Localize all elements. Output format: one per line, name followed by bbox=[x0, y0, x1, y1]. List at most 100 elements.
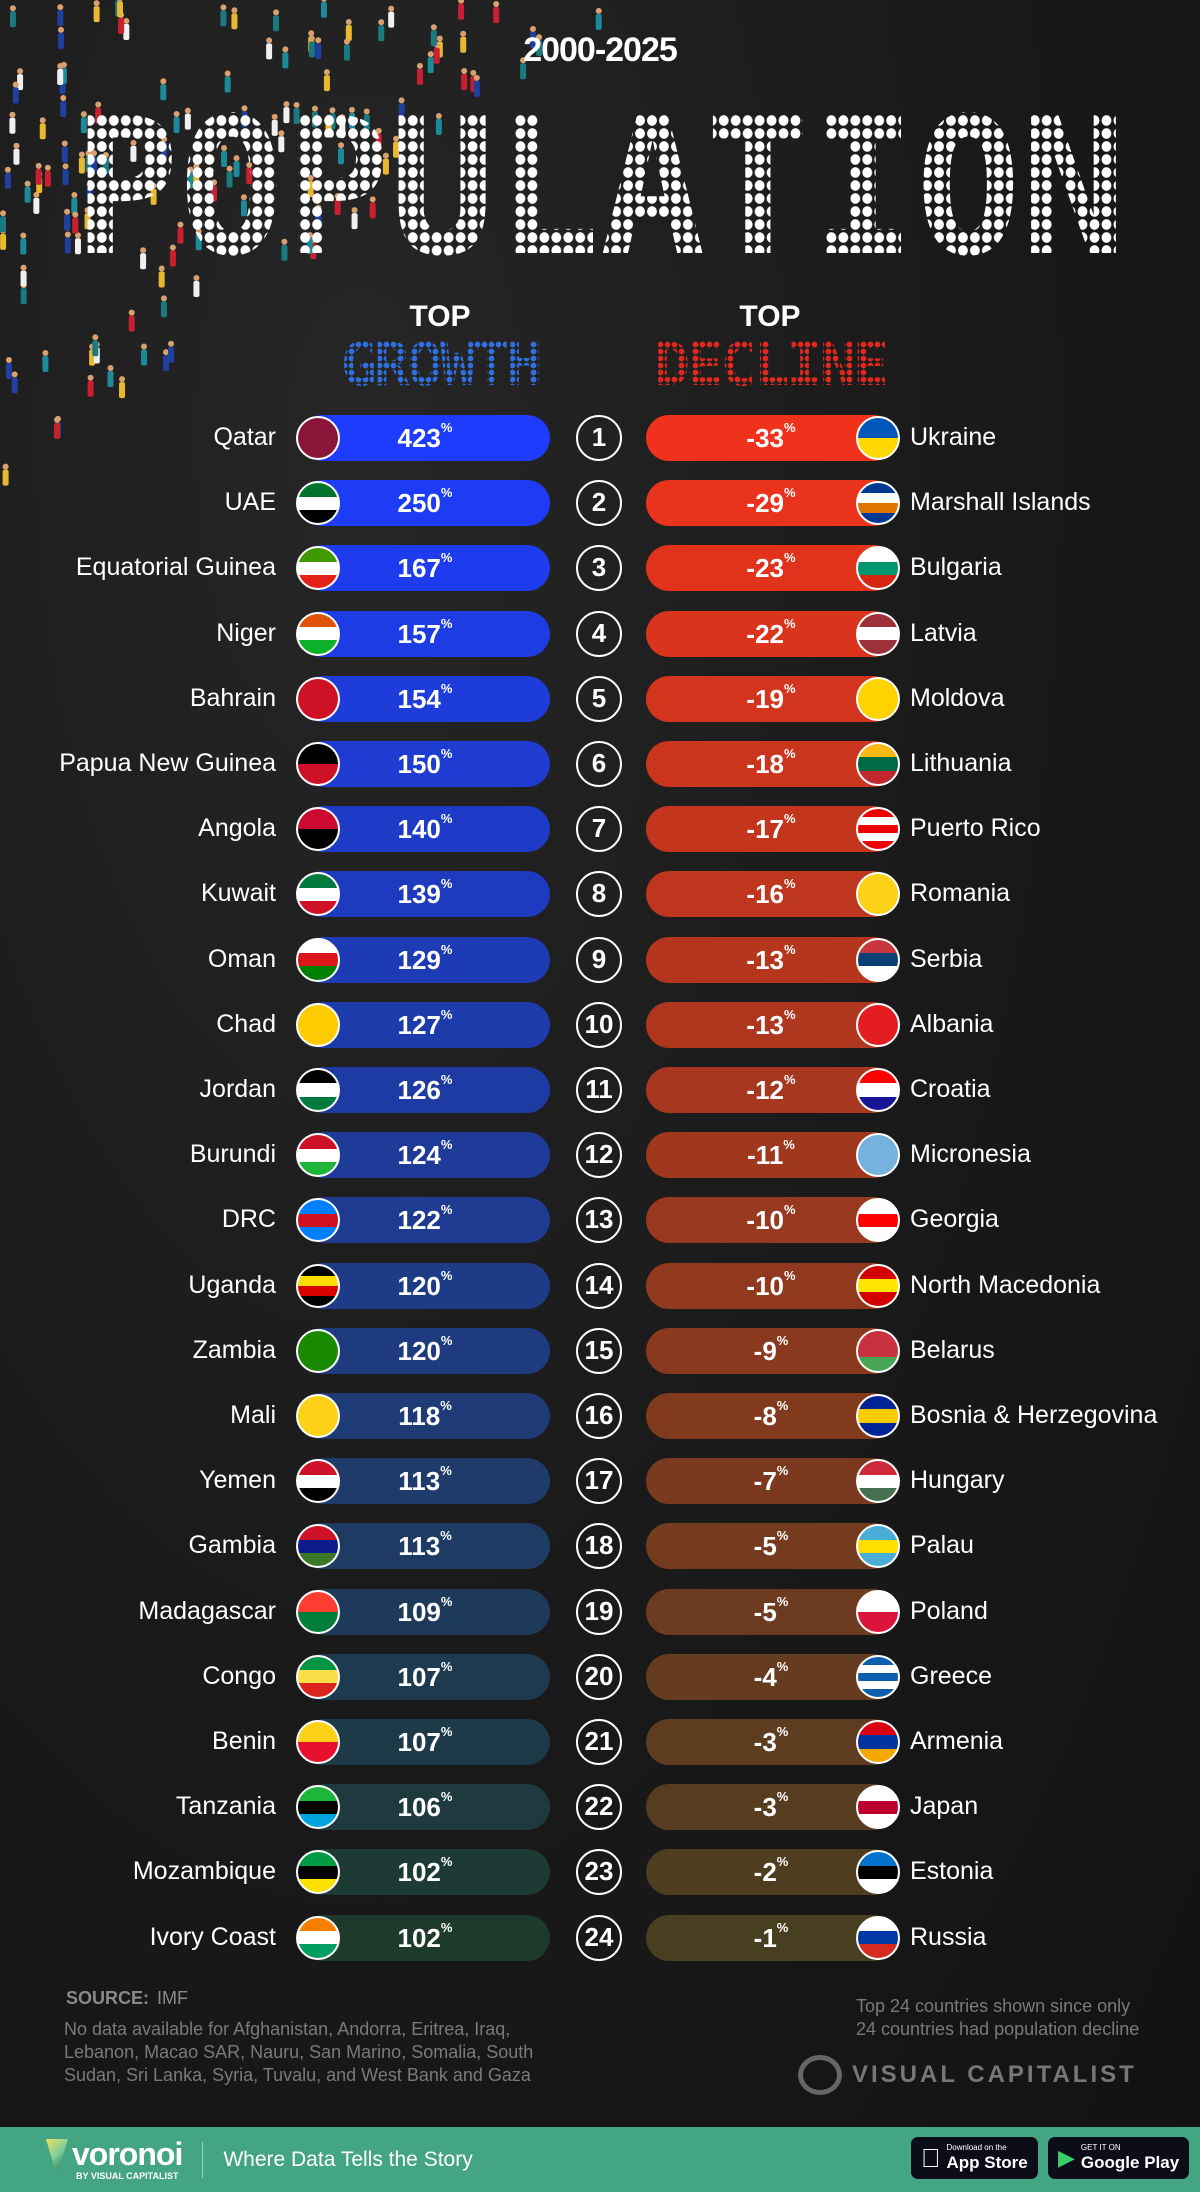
crowd-head bbox=[233, 155, 240, 162]
crowd-head bbox=[128, 309, 135, 316]
table-row: Benin 107% 21 -3% Armenia bbox=[0, 1719, 1200, 1765]
crowd-person bbox=[273, 15, 280, 32]
decline-country: Marshall Islands bbox=[910, 488, 1091, 517]
unit: % bbox=[440, 680, 453, 696]
rank-badge: 8 bbox=[576, 871, 622, 918]
crowd-head bbox=[13, 142, 20, 149]
flag-icon bbox=[856, 1068, 900, 1112]
growth-value: 113 bbox=[398, 1466, 441, 1497]
crowd-person bbox=[338, 148, 345, 165]
growth-bar: 154% bbox=[300, 675, 550, 722]
crowd-head bbox=[85, 150, 92, 157]
crowd-person bbox=[536, 40, 543, 57]
crowd-head bbox=[44, 164, 51, 171]
visual-capitalist-logo: VISUAL CAPITALIST bbox=[798, 2055, 1137, 2095]
crowd-head bbox=[74, 232, 81, 239]
decline-value: -17 bbox=[746, 814, 784, 845]
crowd-person bbox=[118, 17, 125, 34]
decline-bar: -3% bbox=[646, 1784, 896, 1831]
crowd-person bbox=[195, 234, 202, 251]
crowd-head bbox=[33, 191, 40, 198]
flag-icon bbox=[296, 676, 340, 721]
growth-bar: 106% bbox=[300, 1784, 550, 1831]
table-row: Equatorial Guinea 167% 3 -23% Bulgaria bbox=[0, 545, 1200, 592]
crowd-person bbox=[339, 120, 346, 137]
unit: % bbox=[784, 811, 796, 827]
decline-country: Croatia bbox=[910, 1075, 991, 1103]
decline-value: -5 bbox=[753, 1596, 777, 1627]
growth-value: 423 bbox=[397, 423, 441, 453]
crowd-person bbox=[221, 151, 228, 168]
rank-badge: 12 bbox=[576, 1132, 622, 1179]
growth-label: GROWTH bbox=[320, 334, 560, 396]
decline-country: Palau bbox=[910, 1531, 974, 1560]
crowd-head bbox=[595, 7, 602, 14]
decline-value: -13 bbox=[746, 1009, 784, 1040]
flag-icon bbox=[856, 872, 900, 917]
growth-country: Congo bbox=[202, 1661, 276, 1690]
decline-bar: -8% bbox=[646, 1393, 896, 1439]
google-play-button[interactable]: ▶ GET IT ON Google Play bbox=[1048, 2137, 1190, 2179]
growth-bar: 107% bbox=[300, 1653, 550, 1700]
rank-badge: 7 bbox=[576, 806, 622, 853]
crowd-head bbox=[266, 37, 273, 44]
decline-value: -4 bbox=[753, 1661, 777, 1692]
crowd-person bbox=[323, 75, 330, 92]
decline-value: -29 bbox=[746, 488, 784, 519]
crowd-person bbox=[90, 156, 97, 173]
decline-bar: -18% bbox=[646, 741, 896, 787]
unit: % bbox=[784, 1202, 796, 1218]
crowd-person bbox=[39, 123, 46, 140]
rank-badge: 18 bbox=[576, 1523, 622, 1570]
flag-icon bbox=[856, 1133, 900, 1178]
crowd-head bbox=[57, 4, 64, 11]
table-row: Gambia 113% 18 -5% Palau bbox=[0, 1523, 1200, 1570]
decline-header: TOP DECLINE bbox=[650, 300, 890, 396]
growth-value: 122 bbox=[397, 1205, 441, 1236]
flag-icon bbox=[296, 481, 340, 526]
table-row: Zambia 120% 15 -9% Belarus bbox=[0, 1327, 1200, 1374]
crowd-head bbox=[35, 162, 42, 169]
crowd-person bbox=[84, 213, 91, 230]
crowd-person bbox=[158, 271, 165, 288]
rank-badge: 14 bbox=[576, 1262, 622, 1309]
flag-icon bbox=[296, 872, 340, 917]
crowd-head bbox=[334, 193, 341, 200]
crowd-head bbox=[12, 81, 19, 88]
flag-icon bbox=[296, 1459, 340, 1504]
flag-icon bbox=[856, 1785, 900, 1830]
table-row: Uganda 120% 14 -10% North Macedonia bbox=[0, 1262, 1200, 1309]
decline-value: -3 bbox=[753, 1792, 777, 1823]
crowd-head bbox=[80, 111, 87, 118]
crowd-person bbox=[0, 216, 7, 233]
crowd-head bbox=[473, 74, 480, 81]
decline-bar: -5% bbox=[646, 1523, 896, 1570]
crowd-person bbox=[20, 238, 27, 255]
crowd-person bbox=[375, 133, 382, 150]
growth-bar: 250% bbox=[300, 480, 550, 527]
source-value: IMF bbox=[157, 1988, 189, 2008]
unit: % bbox=[440, 1072, 453, 1087]
flag-icon bbox=[856, 611, 900, 656]
crowd-head bbox=[273, 9, 280, 16]
crowd-person bbox=[233, 161, 240, 178]
decline-bar: -3% bbox=[646, 1719, 896, 1765]
crowd-head bbox=[20, 264, 27, 271]
appstore-small: Download on the bbox=[927, 2143, 1007, 2152]
rank-badge: 15 bbox=[576, 1327, 622, 1374]
crowd-person bbox=[44, 170, 51, 187]
crowd-head bbox=[160, 295, 167, 302]
crowd-person bbox=[320, 1, 327, 18]
decline-value: -1 bbox=[753, 1922, 777, 1953]
crowd-head bbox=[119, 376, 126, 383]
voronoi-logo[interactable]: voronoi BY VISUAL CAPITALIST bbox=[46, 2137, 183, 2182]
rank-badge: 11 bbox=[576, 1067, 622, 1113]
unit: % bbox=[440, 1267, 453, 1283]
crowd-head bbox=[226, 165, 233, 172]
unit: % bbox=[784, 550, 796, 566]
flag-icon bbox=[296, 1068, 340, 1112]
google-label: Google Play bbox=[1080, 2153, 1180, 2172]
crowd-person bbox=[9, 117, 16, 134]
unit: % bbox=[440, 420, 453, 435]
